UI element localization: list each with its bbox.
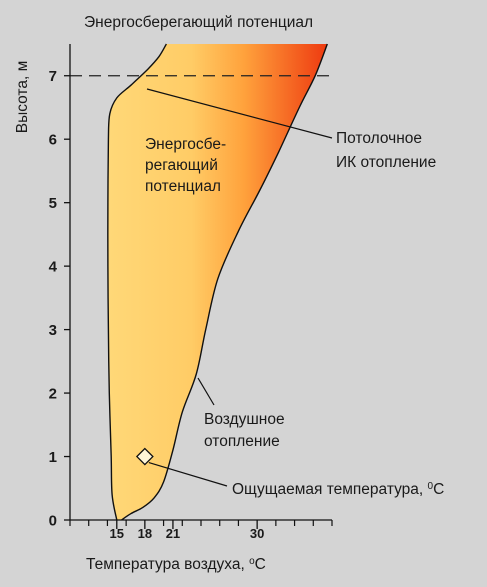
- x-axis-label-text: Температура воздуха,: [86, 556, 249, 573]
- perceived-temperature-unit: C: [433, 481, 444, 498]
- chart-title: Энергосберегающий потенциал: [84, 14, 313, 31]
- region-label: Энергосбе- регающий потенциал: [145, 136, 230, 195]
- y-axis-label: Высота, м: [14, 61, 31, 134]
- perceived-temperature-annotation: Ощущаемая температура, 0C: [232, 481, 444, 499]
- perceived-temperature-marker: [135, 447, 154, 466]
- y-tick-label: 1: [49, 449, 57, 466]
- y-tick-label: 3: [49, 322, 57, 339]
- region-label-line-3: потенциал: [145, 178, 221, 195]
- perceived-temperature-leader-line: [148, 461, 228, 487]
- x-axis-label-sup: o: [249, 556, 255, 567]
- air-heating-annotation: Воздушное отопление: [204, 411, 289, 450]
- air-heating-line-1: Воздушное: [204, 411, 285, 428]
- air-heating-curve: [121, 43, 328, 521]
- x-tick-label: 30: [250, 526, 264, 541]
- x-axis-label-unit: C: [255, 556, 266, 573]
- y-tick-label: 4: [49, 259, 58, 276]
- y-tick-label: 5: [49, 195, 57, 212]
- ceiling-ir-leader-line: [146, 88, 333, 139]
- ceiling-ir-line-2: ИК отопление: [336, 154, 436, 171]
- ceiling-ir-annotation: Потолочное ИК отопление: [336, 130, 436, 171]
- y-tick-label: 2: [49, 386, 57, 403]
- x-axis-label: Температура воздуха, oC: [86, 556, 266, 574]
- energy-saving-region: [107, 44, 328, 520]
- region-label-line-1: Энергосбе-: [145, 136, 226, 153]
- x-tick-label: 18: [138, 526, 152, 541]
- ceiling-ir-heating-curve: [107, 43, 168, 521]
- perceived-temperature-sup: 0: [428, 481, 434, 492]
- x-tick-label: 15: [110, 526, 124, 541]
- y-tick-label: 6: [49, 132, 57, 149]
- y-tick-label: 0: [49, 513, 57, 530]
- ceiling-ir-line-1: Потолочное: [336, 130, 422, 147]
- air-heating-leader-line: [197, 377, 215, 406]
- perceived-temperature-text: Ощущаемая температура,: [232, 481, 428, 498]
- x-tick-label: 21: [166, 526, 180, 541]
- air-heating-line-2: отопление: [204, 433, 280, 450]
- y-tick-label: 7: [49, 68, 57, 85]
- region-label-line-2: регающий: [145, 157, 218, 174]
